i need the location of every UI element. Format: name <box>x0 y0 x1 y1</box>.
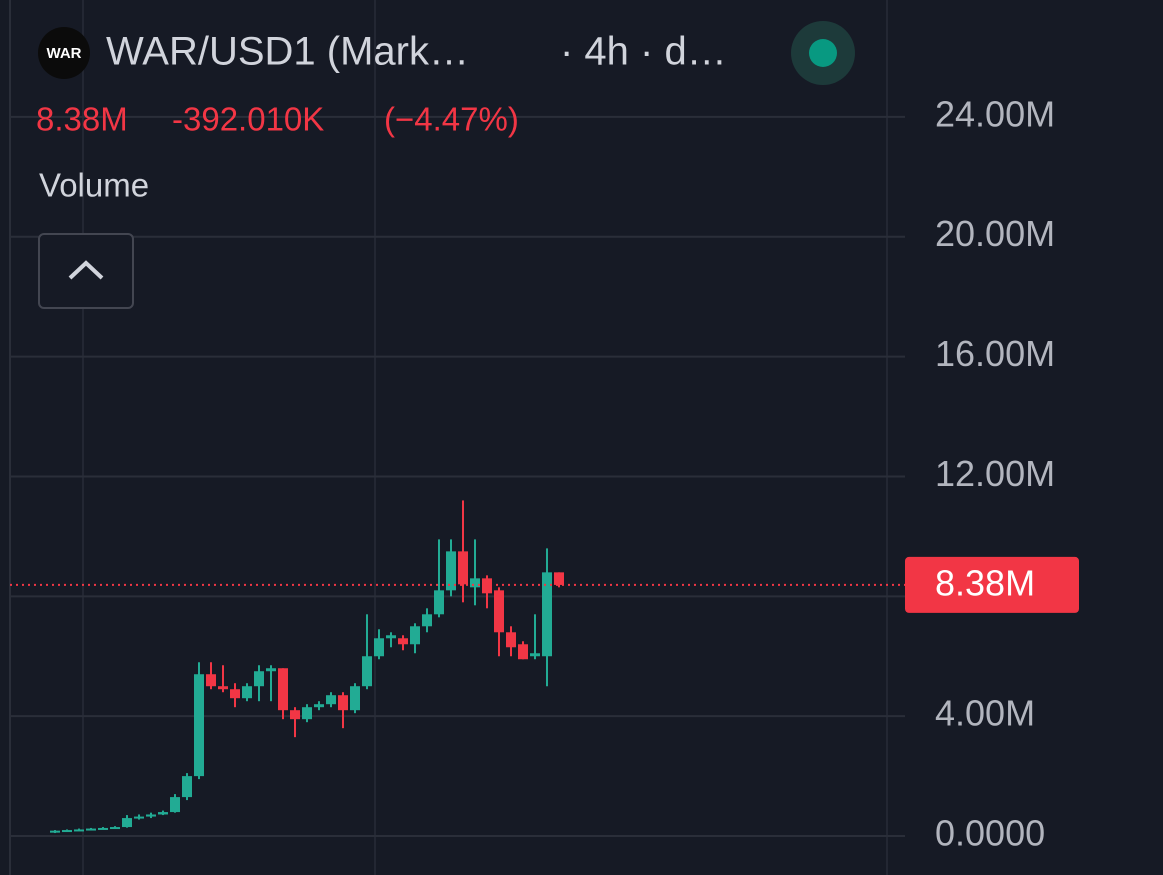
candle-body <box>218 686 228 690</box>
last-value: 8.38M <box>36 101 128 138</box>
candle-body <box>494 590 504 633</box>
candle-body <box>422 614 432 627</box>
y-tick-label: 16.00M <box>935 333 1055 374</box>
symbol-logo <box>38 27 90 79</box>
candle-body <box>242 686 252 699</box>
chevron-icon <box>68 260 104 280</box>
candle-body <box>170 797 180 813</box>
candle-body <box>50 830 60 833</box>
candle-body <box>266 668 276 672</box>
candle-body <box>122 818 132 828</box>
candle-body <box>386 635 396 639</box>
change-percent: (−4.47%) <box>384 101 519 138</box>
candle-body <box>206 674 216 687</box>
indicator-label: Volume <box>39 167 149 204</box>
candle-body <box>134 816 144 819</box>
candle-body <box>182 776 192 798</box>
candle-body <box>326 695 336 705</box>
candle-body <box>482 578 492 594</box>
candle-body <box>62 830 72 833</box>
candle-body <box>518 644 528 660</box>
candle-body <box>374 638 384 657</box>
candle-body <box>158 812 168 815</box>
candle-body <box>98 827 108 830</box>
candle-body <box>542 572 552 657</box>
candle-body <box>230 689 240 699</box>
y-tick-label: 12.00M <box>935 453 1055 494</box>
y-tick-label: 20.00M <box>935 213 1055 254</box>
y-tick-label: 4.00M <box>935 693 1035 734</box>
y-tick-label: 24.00M <box>935 93 1055 134</box>
status-dot <box>809 39 837 67</box>
change-value: -392.010K <box>172 101 324 138</box>
candle-body <box>86 828 96 831</box>
last-price-badge <box>905 556 1079 613</box>
y-tick-label: 0.0000 <box>935 813 1045 854</box>
last-price-label: 8.38M <box>935 562 1035 603</box>
candle-body <box>506 632 516 648</box>
candle-body <box>434 590 444 615</box>
candle-body <box>110 827 120 830</box>
candle-body <box>278 668 288 711</box>
candle-body <box>530 653 540 657</box>
candle-body <box>314 704 324 708</box>
candle-body <box>338 695 348 711</box>
collapse-button[interactable] <box>38 233 134 309</box>
candle-body <box>362 656 372 687</box>
candles <box>50 500 564 834</box>
symbol-title: WAR/USD1 (Mark… <box>106 30 469 74</box>
candle-body <box>74 829 84 832</box>
candle-body <box>146 814 156 817</box>
candle-body <box>350 686 360 711</box>
candle-body <box>302 707 312 720</box>
candle-body <box>398 638 408 645</box>
candle-body <box>194 674 204 777</box>
candle-body <box>290 710 300 720</box>
grid <box>10 115 905 838</box>
interval: · 4h · d… <box>560 30 727 74</box>
candle-body <box>446 551 456 591</box>
candle-body <box>254 671 264 687</box>
candle-body <box>470 578 480 588</box>
candle-body <box>410 626 420 645</box>
logo-text: WAR <box>47 45 82 62</box>
candle-body <box>554 572 564 585</box>
candle-body <box>458 551 468 585</box>
